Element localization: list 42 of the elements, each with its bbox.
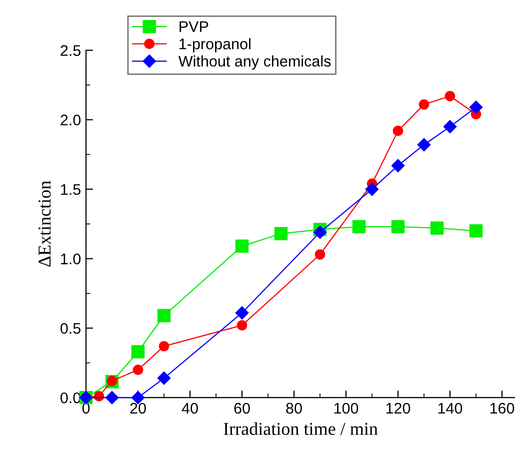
point xyxy=(131,345,145,358)
point xyxy=(314,249,326,260)
legend-label: Without any chemicals xyxy=(178,55,331,70)
point xyxy=(469,100,483,114)
legend-label: 1-propanol xyxy=(180,38,250,52)
x-tick-label: 40 xyxy=(182,402,198,414)
point xyxy=(444,90,456,102)
x-tick-label: 160 xyxy=(490,402,514,414)
y-axis-title: ΔExtinction xyxy=(38,180,51,267)
point xyxy=(430,222,444,235)
legend-label: PVP xyxy=(180,21,208,32)
point xyxy=(105,391,119,404)
point xyxy=(132,364,144,376)
point xyxy=(469,224,483,238)
point xyxy=(157,372,171,385)
y-tick-label: 2.0 xyxy=(60,114,81,126)
x-tick-label: 140 xyxy=(438,402,462,414)
point xyxy=(235,306,249,320)
x-tick-label: 80 xyxy=(286,402,302,414)
x-tick-label: 20 xyxy=(130,402,146,414)
y-tick-label: 1.5 xyxy=(61,184,81,195)
x-tick-label: 120 xyxy=(386,402,410,414)
y-tick-label: 1.0 xyxy=(61,254,81,264)
point xyxy=(391,158,405,172)
point xyxy=(417,138,431,152)
y-tick-label: 0.5 xyxy=(60,322,81,334)
point xyxy=(313,226,327,239)
y-tick-label: 2.5 xyxy=(60,45,81,56)
point xyxy=(158,340,170,352)
x-tick-label: 60 xyxy=(234,402,250,414)
point xyxy=(274,227,288,240)
point xyxy=(418,99,430,110)
point xyxy=(236,320,248,331)
point xyxy=(391,220,405,234)
x-tick-label: 100 xyxy=(334,402,358,414)
point xyxy=(392,126,404,136)
point xyxy=(443,120,457,134)
point xyxy=(157,309,171,322)
point xyxy=(235,240,249,253)
point xyxy=(352,220,366,234)
point xyxy=(365,182,379,196)
x-axis-title: Irradiation time / min xyxy=(224,422,378,435)
